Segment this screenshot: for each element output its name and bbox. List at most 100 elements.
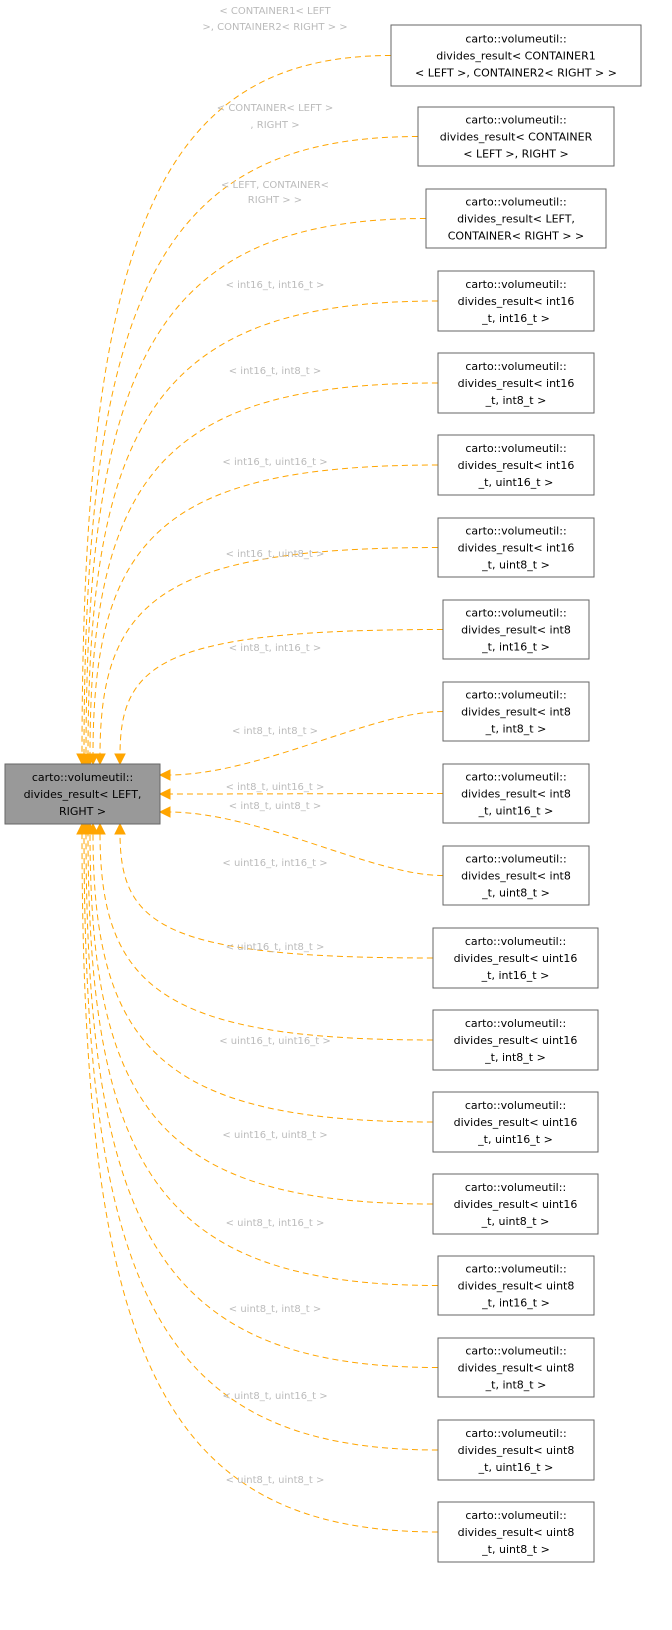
edge-label: < int16_t, int16_t >: [226, 280, 325, 291]
node-text-line: divides_result< int16: [458, 377, 575, 390]
inheritance-edge: [167, 811, 444, 876]
node-text-line: < LEFT >, RIGHT >: [463, 148, 568, 161]
node-text-line: CONTAINER< RIGHT > >: [448, 230, 585, 243]
edge-label: < int16_t, uint8_t >: [226, 549, 325, 560]
derived-class-node-box[interactable]: [432, 927, 599, 989]
derived-class-node-box[interactable]: [425, 188, 607, 249]
inheritance-edge: [85, 831, 439, 1368]
node-text-line: carto::volumeutil::: [465, 525, 566, 538]
inheritance-edge: [92, 464, 439, 757]
derived-class-node-box[interactable]: [442, 681, 590, 742]
derived-class-node[interactable]: carto::volumeutil::divides_result< int8_…: [442, 763, 590, 824]
inheritance-edge: [99, 547, 439, 757]
derived-class-node[interactable]: carto::volumeutil::divides_result< int16…: [437, 352, 595, 414]
edge-label: >, CONTAINER2< RIGHT > >: [202, 22, 347, 33]
inheritance-edge: [99, 831, 434, 1041]
derived-class-node[interactable]: carto::volumeutil::divides_result< int8_…: [442, 681, 590, 742]
derived-class-node[interactable]: carto::volumeutil::divides_result< int8_…: [442, 845, 590, 906]
edge-label: < int16_t, int8_t >: [229, 366, 321, 377]
node-text-line: carto::volumeutil::: [465, 442, 566, 455]
arrowhead-icon: [76, 822, 88, 835]
node-text-line: carto::volumeutil::: [465, 1345, 566, 1358]
node-text-line: carto::volumeutil::: [465, 853, 566, 866]
node-text-line: carto::volumeutil::: [465, 33, 566, 46]
arrowhead-icon: [94, 822, 106, 835]
derived-class-node[interactable]: carto::volumeutil::divides_result< int16…: [437, 434, 595, 496]
derived-class-node-box[interactable]: [437, 434, 595, 496]
node-text-line: carto::volumeutil::: [465, 607, 566, 620]
derived-class-node-box[interactable]: [437, 352, 595, 414]
derived-class-node[interactable]: carto::volumeutil::divides_result< CONTA…: [417, 106, 615, 167]
derived-class-node-box[interactable]: [390, 24, 642, 87]
derived-class-node-box[interactable]: [432, 1173, 599, 1235]
derived-class-node-box[interactable]: [432, 1009, 599, 1071]
edge-label: < int16_t, uint16_t >: [222, 457, 327, 468]
derived-class-node-box[interactable]: [417, 106, 615, 167]
node-text-line: _t, uint8_t >: [481, 1215, 550, 1228]
node-text-line: carto::volumeutil::: [465, 1181, 566, 1194]
derived-class-node-box[interactable]: [442, 599, 590, 660]
base-class-node-box[interactable]: [4, 763, 161, 825]
inheritance-edge: [167, 793, 444, 795]
inheritance-edge: [83, 136, 419, 757]
edge-label: < LEFT, CONTAINER<: [221, 180, 329, 191]
derived-class-node[interactable]: carto::volumeutil::divides_result< LEFT,…: [425, 188, 607, 249]
edge-label: < int8_t, uint8_t >: [229, 801, 321, 812]
node-text-line: RIGHT >: [59, 805, 106, 818]
edge-label: < uint8_t, int16_t >: [226, 1218, 325, 1229]
derived-class-node-box[interactable]: [437, 1337, 595, 1398]
derived-class-node[interactable]: carto::volumeutil::divides_result< CONTA…: [390, 24, 642, 87]
node-text-line: carto::volumeutil::: [465, 278, 566, 291]
derived-class-node[interactable]: carto::volumeutil::divides_result< uint8…: [437, 1255, 595, 1316]
derived-class-node-box[interactable]: [437, 1501, 595, 1563]
derived-class-node[interactable]: carto::volumeutil::divides_result< uint8…: [437, 1337, 595, 1398]
derived-class-node[interactable]: carto::volumeutil::divides_result< int16…: [437, 270, 595, 332]
node-text-line: divides_result< LEFT,: [24, 788, 142, 801]
derived-class-node[interactable]: carto::volumeutil::divides_result< uint8…: [437, 1501, 595, 1563]
derived-class-node[interactable]: carto::volumeutil::divides_result< uint1…: [432, 927, 599, 989]
edge-label: < uint8_t, int8_t >: [229, 1304, 321, 1315]
base-class-node[interactable]: carto::volumeutil::divides_result< LEFT,…: [4, 763, 161, 825]
node-text-line: divides_result< uint16: [454, 952, 578, 965]
derived-class-node[interactable]: carto::volumeutil::divides_result< int16…: [437, 517, 595, 578]
inheritance-edge: [87, 831, 439, 1286]
edge-label: < int8_t, int8_t >: [232, 726, 318, 737]
node-text-line: divides_result< int8: [461, 870, 571, 883]
node-text-line: _t, uint16_t >: [477, 1133, 553, 1146]
node-text-line: divides_result< uint8: [458, 1280, 575, 1293]
derived-class-node-box[interactable]: [437, 270, 595, 332]
edge-label: < int8_t, int16_t >: [229, 643, 321, 654]
node-text-line: < LEFT >, CONTAINER2< RIGHT > >: [415, 67, 617, 80]
derived-class-node[interactable]: carto::volumeutil::divides_result< uint8…: [437, 1419, 595, 1481]
derived-class-node[interactable]: carto::volumeutil::divides_result< uint1…: [432, 1091, 599, 1153]
derived-class-node-box[interactable]: [432, 1091, 599, 1153]
node-text-line: divides_result< uint8: [458, 1444, 575, 1457]
node-text-line: _t, int8_t >: [484, 1051, 546, 1064]
derived-class-node-box[interactable]: [437, 1419, 595, 1481]
node-text-line: carto::volumeutil::: [465, 1509, 566, 1522]
arrowhead-icon: [114, 753, 126, 766]
node-text-line: _t, int8_t >: [485, 394, 547, 407]
edge-label: < uint16_t, uint16_t >: [219, 1036, 331, 1047]
derived-class-node[interactable]: carto::volumeutil::divides_result< uint1…: [432, 1173, 599, 1235]
node-text-line: carto::volumeutil::: [465, 1099, 566, 1112]
derived-class-node[interactable]: carto::volumeutil::divides_result< int8_…: [442, 599, 590, 660]
derived-class-node-box[interactable]: [442, 845, 590, 906]
inheritance-edge: [89, 382, 439, 757]
derived-class-node-box[interactable]: [437, 517, 595, 578]
node-text-line: carto::volumeutil::: [465, 1017, 566, 1030]
node-text-line: carto::volumeutil::: [465, 360, 566, 373]
node-text-line: _t, uint16_t >: [478, 805, 554, 818]
edge-label: < CONTAINER< LEFT >: [217, 103, 333, 114]
derived-class-node-box[interactable]: [437, 1255, 595, 1316]
derived-class-node[interactable]: carto::volumeutil::divides_result< uint1…: [432, 1009, 599, 1071]
node-text-line: carto::volumeutil::: [465, 1263, 566, 1276]
node-text-line: _t, uint8_t >: [481, 1543, 550, 1556]
arrowhead-icon: [94, 753, 106, 766]
edge-label: < uint16_t, int16_t >: [222, 858, 327, 869]
node-text-line: divides_result< int16: [458, 459, 575, 472]
node-text-line: _t, int8_t >: [485, 1379, 547, 1392]
node-text-line: _t, uint8_t >: [481, 559, 550, 572]
derived-class-node-box[interactable]: [442, 763, 590, 824]
